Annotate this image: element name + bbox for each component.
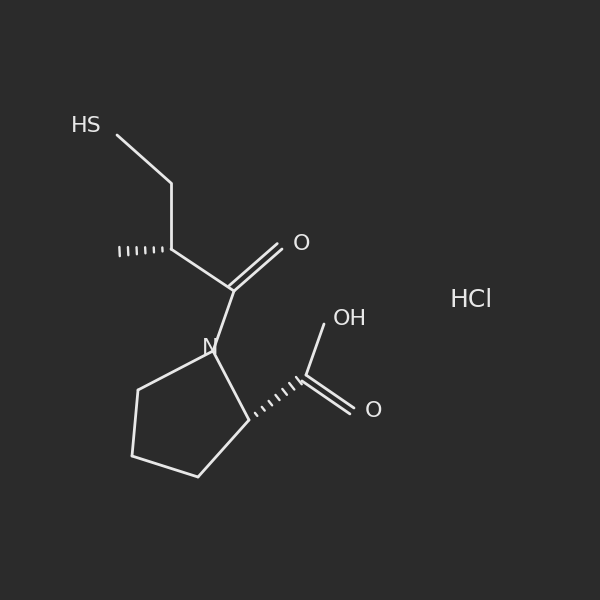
Text: HS: HS <box>71 116 102 136</box>
Text: O: O <box>293 234 310 254</box>
Text: HCl: HCl <box>450 288 493 312</box>
Text: O: O <box>365 401 382 421</box>
Text: OH: OH <box>333 309 367 329</box>
Text: N: N <box>202 338 218 358</box>
